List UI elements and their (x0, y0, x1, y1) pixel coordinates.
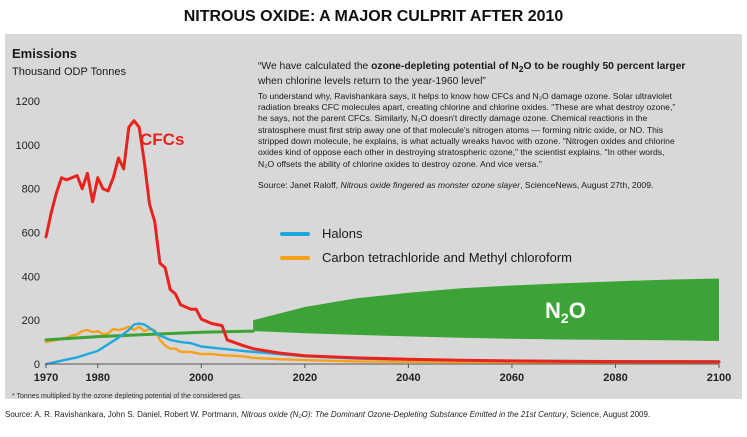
quote-source-post: , ScienceNews, August 27th, 2009. (520, 179, 654, 190)
x-tick-label: 1980 (86, 372, 110, 384)
legend-swatch-halons (280, 231, 310, 236)
n2o-projection-band (253, 278, 719, 341)
quote-body-line: radiation breaks CFC molecules apart, cr… (258, 101, 676, 112)
series-line-carbon-tetrachloride-and-methyl-chloroform (44, 325, 721, 365)
x-tick-label: 2040 (396, 372, 420, 384)
y-tick-label: 1200 (16, 96, 40, 108)
series-line-n-o (44, 329, 255, 342)
x-tick-label: 2060 (500, 372, 524, 384)
series-line-cfcs (44, 119, 721, 364)
y-tick-label: 1000 (16, 140, 40, 152)
legend-swatch-carbon (280, 255, 310, 260)
legend-label-carbon: Carbon tetrachloride and Methyl chlorofo… (322, 250, 573, 265)
quote-pre: “We have calculated the (258, 61, 372, 72)
quote-body-line: stratosphere must first strip away one o… (258, 124, 664, 135)
quote-body-line: he says, not the parent CFCs. Similarly,… (258, 113, 648, 124)
quote-source-italic: Nitrous oxide fingered as monster ozone … (340, 179, 521, 190)
x-tick-label: 2000 (189, 372, 213, 384)
quote-bold2: O to be roughly 50 percent larger (523, 61, 686, 72)
y-tick-label: 200 (22, 315, 40, 327)
quote-block: “We have calculated the ozone-depleting … (258, 60, 728, 191)
footnote: * Tonnes multiplied by the ozone depleti… (12, 393, 243, 400)
emissions-label: Emissions (12, 46, 78, 61)
x-tick-label: 2100 (707, 372, 731, 384)
quote-source-pre: Source: Janet Raloff, (258, 179, 341, 190)
y-tick-label: 400 (22, 271, 40, 283)
quote-post: when chlorine levels return to the year-… (258, 76, 486, 88)
legend-carbon: Carbon tetrachloride and Methyl chlorofo… (280, 250, 572, 265)
legend-halons: Halons (280, 226, 362, 241)
y-tick-label: 0 (34, 359, 40, 371)
quote-body-line: stripped down molecule, he explains, is … (258, 135, 675, 146)
bottom-source: Source: A. R. Ravishankara, John S. Dani… (5, 410, 650, 419)
quote-sub: 2 (518, 64, 524, 75)
bottom-source-italic: Nitrous oxide (N₂O): The Dominant Ozone-… (241, 410, 567, 419)
quote-source: Source: Janet Raloff, Nitrous oxide fing… (258, 180, 728, 191)
y-tick-label: 800 (22, 184, 40, 196)
legend-label-halons: Halons (322, 226, 363, 241)
cfcs-label: CFCs (140, 130, 184, 149)
quote-body-line: N₂O offsets the ability of chlorine oxid… (258, 158, 542, 169)
x-tick-label: 2020 (293, 372, 317, 384)
quote-body-line: To understand why, Ravishankara says, it… (258, 90, 672, 101)
bottom-source-pre: Source: A. R. Ravishankara, John S. Dani… (5, 410, 242, 419)
units-label: Thousand ODP Tonnes (12, 66, 126, 78)
y-tick-label: 600 (22, 228, 40, 240)
quote-body: To understand why, Ravishankara says, it… (258, 91, 728, 170)
x-tick-label: 1970 (34, 372, 58, 384)
bottom-source-post: , Science, August 2009. (566, 410, 651, 419)
quote-body-line: oxides kind of oppose each other in dest… (258, 147, 665, 158)
n2o-label: N2O (545, 298, 586, 326)
chart-title: NITROUS OXIDE: A MAJOR CULPRIT AFTER 201… (183, 8, 564, 25)
x-tick-label: 2080 (603, 372, 627, 384)
quote-headline: “We have calculated the ozone-depleting … (258, 60, 728, 89)
quote-bold1: ozone-depleting potential of N (371, 61, 519, 72)
